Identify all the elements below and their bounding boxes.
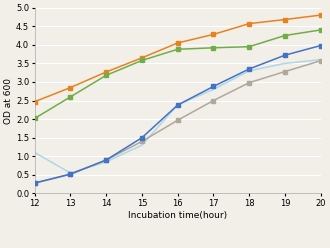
TA1535 — [283, 18, 287, 21]
TA98 — [69, 173, 73, 176]
Line: TA1537: TA1537 — [32, 58, 323, 186]
TA1537 — [318, 59, 322, 62]
TA100 — [69, 95, 73, 98]
TA1535 — [212, 33, 215, 36]
TA1537 — [212, 99, 215, 102]
Line: TA98: TA98 — [32, 43, 323, 186]
TA98 — [247, 67, 251, 70]
E.coli uvr A — [176, 103, 180, 106]
E.coli uvr A — [212, 88, 215, 91]
TA1537 — [104, 158, 108, 161]
TA98 — [176, 103, 180, 106]
E.coli uvr A — [318, 58, 322, 61]
TA100 — [283, 34, 287, 37]
TA100 — [176, 48, 180, 51]
E.coli uvr A — [140, 144, 144, 147]
TA100 — [318, 29, 322, 31]
X-axis label: Incubation time(hour): Incubation time(hour) — [128, 211, 227, 220]
TA1535 — [318, 14, 322, 17]
TA98 — [140, 136, 144, 139]
TA1535 — [176, 41, 180, 44]
TA100 — [104, 74, 108, 77]
E.coli uvr A — [104, 160, 108, 163]
E.coli uvr A — [247, 69, 251, 72]
TA98 — [212, 85, 215, 88]
TA100 — [247, 45, 251, 48]
Line: TA1535: TA1535 — [32, 13, 323, 104]
TA100 — [33, 117, 37, 120]
Line: TA100: TA100 — [32, 28, 323, 121]
TA1537 — [33, 182, 37, 185]
TA1537 — [176, 119, 180, 122]
TA1535 — [247, 22, 251, 25]
E.coli uvr A — [283, 62, 287, 65]
TA100 — [140, 59, 144, 62]
TA98 — [104, 158, 108, 161]
TA98 — [33, 182, 37, 185]
TA1537 — [69, 173, 73, 176]
Line: E.coli uvr A: E.coli uvr A — [35, 60, 320, 173]
TA1537 — [247, 81, 251, 84]
TA1535 — [104, 70, 108, 73]
TA1535 — [69, 86, 73, 89]
TA1535 — [33, 100, 37, 103]
TA1535 — [140, 56, 144, 59]
TA98 — [318, 44, 322, 47]
TA1537 — [283, 70, 287, 73]
TA100 — [212, 46, 215, 49]
TA98 — [283, 54, 287, 57]
E.coli uvr A — [33, 151, 37, 154]
E.coli uvr A — [69, 172, 73, 175]
Y-axis label: OD at 600: OD at 600 — [4, 78, 13, 124]
TA1537 — [140, 140, 144, 143]
